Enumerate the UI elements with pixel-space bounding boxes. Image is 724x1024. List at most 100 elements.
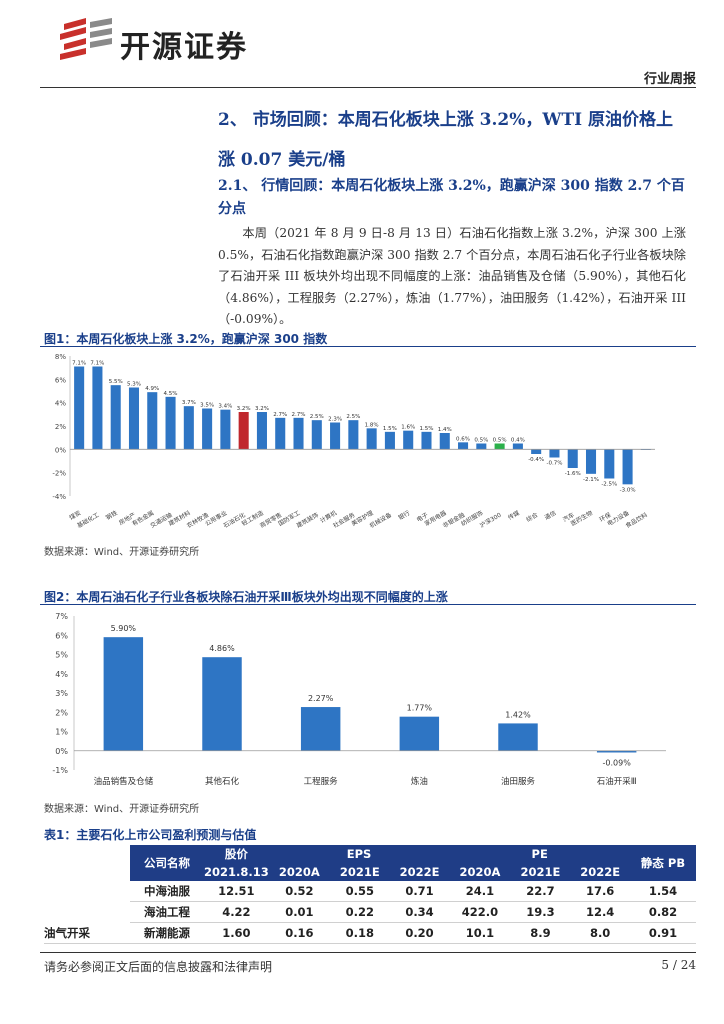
brand-name: 开源证券 xyxy=(120,30,248,65)
fig1-title: 图1：本周石化板块上涨 3.2%，跑赢沪深 300 指数 xyxy=(44,332,328,346)
fig1-ytick: 4% xyxy=(55,400,66,408)
table-corner-2 xyxy=(44,863,130,881)
fig2-xlabel: 油田服务 xyxy=(501,776,536,787)
table-value-cell: 0.01 xyxy=(268,901,330,923)
table-value-cell: 0.91 xyxy=(630,922,696,944)
fig1-data-label: 7.1% xyxy=(72,361,86,367)
fig1-bar xyxy=(384,431,395,450)
kaiyuan-logo-icon xyxy=(60,18,112,60)
table-group-cell: 油气开采 xyxy=(44,922,130,944)
table-value-cell: 1.60 xyxy=(204,922,269,944)
fig1-bar xyxy=(458,442,469,450)
fig1-bar xyxy=(512,443,523,450)
fig1-data-label: 3.7% xyxy=(182,400,196,406)
body-paragraph: 本周（2021 年 8 月 9 日-8 月 13 日）石油石化指数上涨 3.2%… xyxy=(218,226,686,326)
table-title: 表1：主要石化上市公司盈利预测与估值 xyxy=(44,828,257,842)
fig2-xlabel: 油品销售及仓储 xyxy=(94,776,154,787)
fig1-bar xyxy=(110,385,121,450)
fig1-data-label: 2.5% xyxy=(346,414,360,420)
fig1-data-label: 3.4% xyxy=(218,404,232,410)
fig1-data-label: 0.5% xyxy=(493,438,507,444)
fig1-data-label: 1.4% xyxy=(438,427,452,433)
table-company-cell: 中海油服 xyxy=(130,881,204,902)
table-group-cell xyxy=(44,902,130,923)
subsection-heading: 2.1、 行情回顾：本周石化板块上涨 3.2%，跑赢沪深 300 指数 2.7 … xyxy=(218,178,685,217)
table-value-cell: 0.34 xyxy=(389,901,450,923)
table-subheader-row: 2021.8.13 2020A 2021E 2022E 2020A 2021E … xyxy=(44,863,696,881)
fig1-bar xyxy=(476,443,487,450)
fig1-data-label: 2.7% xyxy=(273,412,287,418)
fig1-data-label: 0.5% xyxy=(474,438,488,444)
fig2-ytick: 2% xyxy=(55,708,68,717)
fig1-bar xyxy=(238,412,249,450)
fig1-data-label: 2.7% xyxy=(292,412,306,418)
fig1-data-label: 2.3% xyxy=(328,417,342,423)
fig2-bar xyxy=(399,716,440,751)
fig1-data-label: 5.3% xyxy=(127,382,141,388)
fig1-data-label: -0.4% xyxy=(528,457,544,463)
th-price: 股价 xyxy=(204,845,269,863)
fig1-xlabel: 钢铁 xyxy=(104,509,118,522)
fig1-bar xyxy=(128,387,140,450)
fig2-ytick: 0% xyxy=(55,747,68,756)
fig2-bar xyxy=(103,637,144,751)
fig1-data-label: -0.7% xyxy=(546,461,562,467)
table-row: 中海油服 12.51 0.52 0.55 0.71 24.1 22.7 17.6 1.54 xyxy=(44,881,696,902)
table-value-cell: 24.1 xyxy=(449,881,511,902)
fig1-data-label: 3.2% xyxy=(237,406,251,412)
fig1-data-label: 1.5% xyxy=(419,426,433,432)
table-value-cell: 10.1 xyxy=(449,922,511,944)
fig2-bar xyxy=(596,750,637,753)
fig1-source: 数据来源：Wind、开源证券研究所 xyxy=(44,547,200,558)
table-value-cell: 12.51 xyxy=(204,881,269,902)
fig2-ytick: 4% xyxy=(55,670,68,679)
fig1-ytick: -4% xyxy=(52,493,66,501)
fig1-bar xyxy=(531,449,542,454)
table-value-cell: 1.54 xyxy=(630,881,696,902)
fig1-bar xyxy=(567,449,578,468)
fig1-data-label: -2.1% xyxy=(583,477,599,483)
fig2-ytick: 7% xyxy=(55,612,68,621)
table-corner xyxy=(44,845,130,863)
fig1-data-label: 3.2% xyxy=(255,406,269,412)
fig1-xlabel: 煤炭 xyxy=(68,509,82,522)
fig1-bar xyxy=(549,449,560,458)
fig1-xlabel: 通信 xyxy=(543,509,557,522)
fig1-bar xyxy=(92,366,103,450)
table-value-cell: 0.22 xyxy=(330,901,390,923)
table-company-cell: 海油工程 xyxy=(130,901,204,923)
fig1-bar xyxy=(147,392,158,450)
table-value-cell: 0.18 xyxy=(330,922,390,944)
fig1-bar xyxy=(165,396,176,450)
fig2-ytick: -1% xyxy=(52,766,68,775)
table-value-cell: 8.9 xyxy=(510,922,571,944)
section-heading: 2、 市场回顾：本周石化板块上涨 3.2%，WTI 原油价格上涨 0.07 美元… xyxy=(218,110,674,170)
th-pe-y3: 2022E xyxy=(570,863,630,881)
table-value-cell: 0.16 xyxy=(268,922,330,944)
th-company: 公司名称 xyxy=(130,845,204,881)
table-value-cell: 22.7 xyxy=(510,881,571,902)
fig1-data-label: 1.5% xyxy=(383,426,397,432)
table-value-cell: 12.4 xyxy=(570,901,630,923)
fig1-bar xyxy=(421,431,432,450)
table-company-cell: 新潮能源 xyxy=(130,922,204,944)
fig1-data-label: -2.5% xyxy=(601,482,617,488)
fig2-ytick: 3% xyxy=(55,689,68,698)
fig1-bar xyxy=(403,430,414,450)
fig2-data-label: -0.09% xyxy=(603,758,632,767)
th-pe: PE xyxy=(449,845,630,863)
table-value-cell: 19.3 xyxy=(510,901,571,923)
table-value-cell: 0.82 xyxy=(630,901,696,923)
th-eps-y1: 2020A xyxy=(268,863,330,881)
fig1-xlabel: 银行 xyxy=(397,509,411,522)
fig2-ytick: 5% xyxy=(55,651,68,660)
fig2-bar xyxy=(498,723,538,751)
th-price-date: 2021.8.13 xyxy=(204,863,269,881)
fig2-ytick: 1% xyxy=(55,728,68,737)
th-pb: 静态 PB xyxy=(630,845,696,881)
fig1-bar xyxy=(256,412,267,450)
th-eps-y3: 2022E xyxy=(389,863,450,881)
table-row: 油气开采 新潮能源 1.60 0.16 0.18 0.20 10.1 8.9 8.0 0.91 xyxy=(44,922,696,944)
fig1-bar xyxy=(604,449,615,479)
table-value-cell: 8.0 xyxy=(570,922,630,944)
